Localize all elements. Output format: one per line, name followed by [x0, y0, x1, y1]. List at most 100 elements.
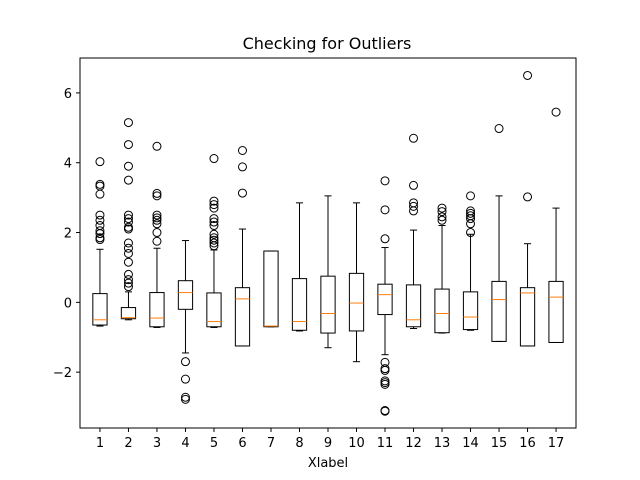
iqr-box: [92, 293, 108, 326]
outlier-point: [123, 161, 133, 171]
outlier-point: [152, 191, 162, 201]
outlier-point: [523, 70, 533, 80]
box-group-4: [177, 240, 194, 404]
outlier-point: [437, 212, 447, 222]
outlier-point: [152, 228, 162, 238]
outlier-point: [152, 215, 162, 225]
iqr-box: [434, 288, 450, 334]
outlier-point: [123, 248, 133, 258]
y-tick-label: 6: [64, 87, 72, 102]
outlier-point: [95, 229, 105, 239]
outlier-point: [237, 188, 247, 198]
box-group-1: [92, 157, 108, 327]
x-tick-label: 8: [295, 436, 303, 451]
outlier-point: [123, 243, 133, 253]
outlier-point: [152, 188, 162, 198]
outlier-point: [209, 229, 219, 239]
box-group-17: [548, 107, 564, 343]
x-tick-label: 1: [96, 436, 104, 451]
x-axis: 1 2 3 4 5 6 7 8 9 10 11 12 13 14 15 16 17: [96, 428, 565, 451]
x-tick-label: 10: [348, 436, 365, 451]
outlier-point: [123, 175, 133, 185]
outlier-point: [209, 154, 219, 164]
outlier-point: [152, 213, 162, 223]
outlier-point: [95, 210, 105, 220]
box-group-5: [206, 154, 222, 328]
outlier-point: [523, 192, 533, 202]
outlier-point: [152, 219, 162, 229]
box-group-15: [491, 124, 507, 342]
x-tick-label: 9: [324, 436, 332, 451]
outlier-point: [95, 215, 105, 225]
plot-area: [92, 70, 564, 416]
outlier-point: [123, 140, 133, 150]
iqr-box: [491, 280, 507, 342]
outlier-point: [95, 189, 105, 199]
outlier-point: [209, 221, 219, 231]
box-group-13: [434, 203, 450, 334]
box-group-16: [519, 70, 536, 347]
x-tick-label: 14: [462, 436, 479, 451]
x-tick-label: 15: [491, 436, 508, 451]
x-tick-label: 3: [153, 436, 161, 451]
box-group-2: [120, 118, 137, 321]
outlier-point: [180, 394, 190, 404]
outlier-point: [409, 180, 419, 190]
outlier-point: [551, 107, 561, 117]
outlier-point: [466, 228, 476, 238]
outlier-point: [209, 235, 219, 245]
box-group-6: [234, 146, 251, 347]
outlier-point: [123, 210, 133, 220]
iqr-box: [263, 250, 279, 328]
outlier-point: [152, 236, 162, 246]
box-group-3: [149, 141, 165, 328]
box-group-14: [462, 191, 479, 331]
outlier-point: [123, 238, 133, 248]
iqr-box: [177, 280, 194, 310]
outlier-point: [380, 205, 390, 215]
outlier-point: [466, 191, 476, 201]
x-tick-label: 13: [434, 436, 451, 451]
outlier-point: [123, 282, 133, 292]
outlier-point: [95, 235, 105, 245]
outlier-point: [437, 215, 447, 225]
box-group-11: [377, 176, 393, 416]
x-tick-label: 12: [405, 436, 422, 451]
iqr-box: [120, 307, 137, 320]
outlier-point: [209, 241, 219, 251]
outlier-point: [409, 133, 419, 143]
outlier-point: [409, 206, 419, 216]
outlier-point: [209, 203, 219, 213]
box-group-9: [320, 195, 336, 349]
y-tick-label: 4: [64, 157, 72, 172]
outlier-point: [380, 365, 390, 375]
outlier-point: [466, 208, 476, 218]
outlier-point: [123, 224, 133, 234]
outlier-point: [237, 146, 247, 155]
outlier-point: [95, 157, 105, 167]
outlier-point: [466, 219, 476, 229]
x-tick-label: 17: [548, 436, 565, 451]
outlier-point: [180, 374, 190, 384]
box-group-7: [263, 250, 279, 328]
outlier-point: [209, 196, 219, 206]
iqr-box: [548, 280, 564, 343]
outlier-point: [95, 226, 105, 236]
outlier-point: [437, 207, 447, 217]
outlier-point: [123, 278, 133, 288]
outlier-point: [123, 257, 133, 267]
outlier-point: [152, 141, 162, 151]
x-tick-label: 7: [267, 436, 275, 451]
outlier-point: [180, 392, 190, 402]
outlier-point: [123, 214, 133, 224]
box-group-8: [291, 202, 308, 332]
x-tick-label: 11: [377, 436, 394, 451]
outlier-point: [494, 124, 504, 134]
outlier-point: [209, 200, 219, 210]
outlier-point: [123, 269, 133, 279]
outlier-point: [380, 234, 390, 244]
outlier-point: [380, 176, 390, 186]
outlier-point: [180, 357, 190, 367]
iqr-box: [405, 284, 422, 328]
